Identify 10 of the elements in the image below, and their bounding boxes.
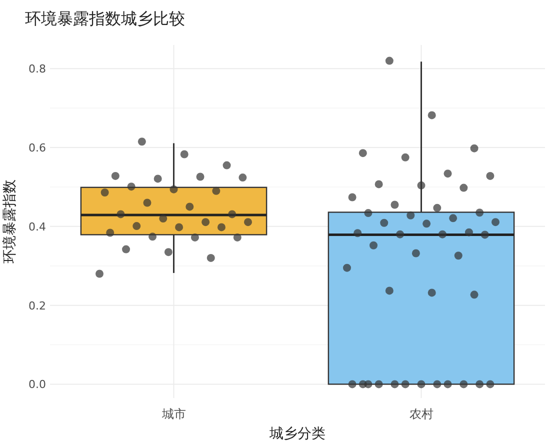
y-tick-label: 0.6 <box>28 142 46 155</box>
x-tick-label: 农村 <box>409 407 434 421</box>
y-tick-label: 0.2 <box>28 299 46 312</box>
y-tick-label: 0.4 <box>28 220 46 234</box>
x-tick-label: 城市 <box>160 407 186 421</box>
chart-title: 环境暴露指数城乡比较 <box>25 9 185 28</box>
y-tick-label: 0.8 <box>28 62 46 76</box>
y-tick-label: 0.0 <box>28 378 46 392</box>
y-axis-title: 环境暴露指数 <box>2 180 18 264</box>
x-axis-title: 城乡分类 <box>268 426 326 442</box>
